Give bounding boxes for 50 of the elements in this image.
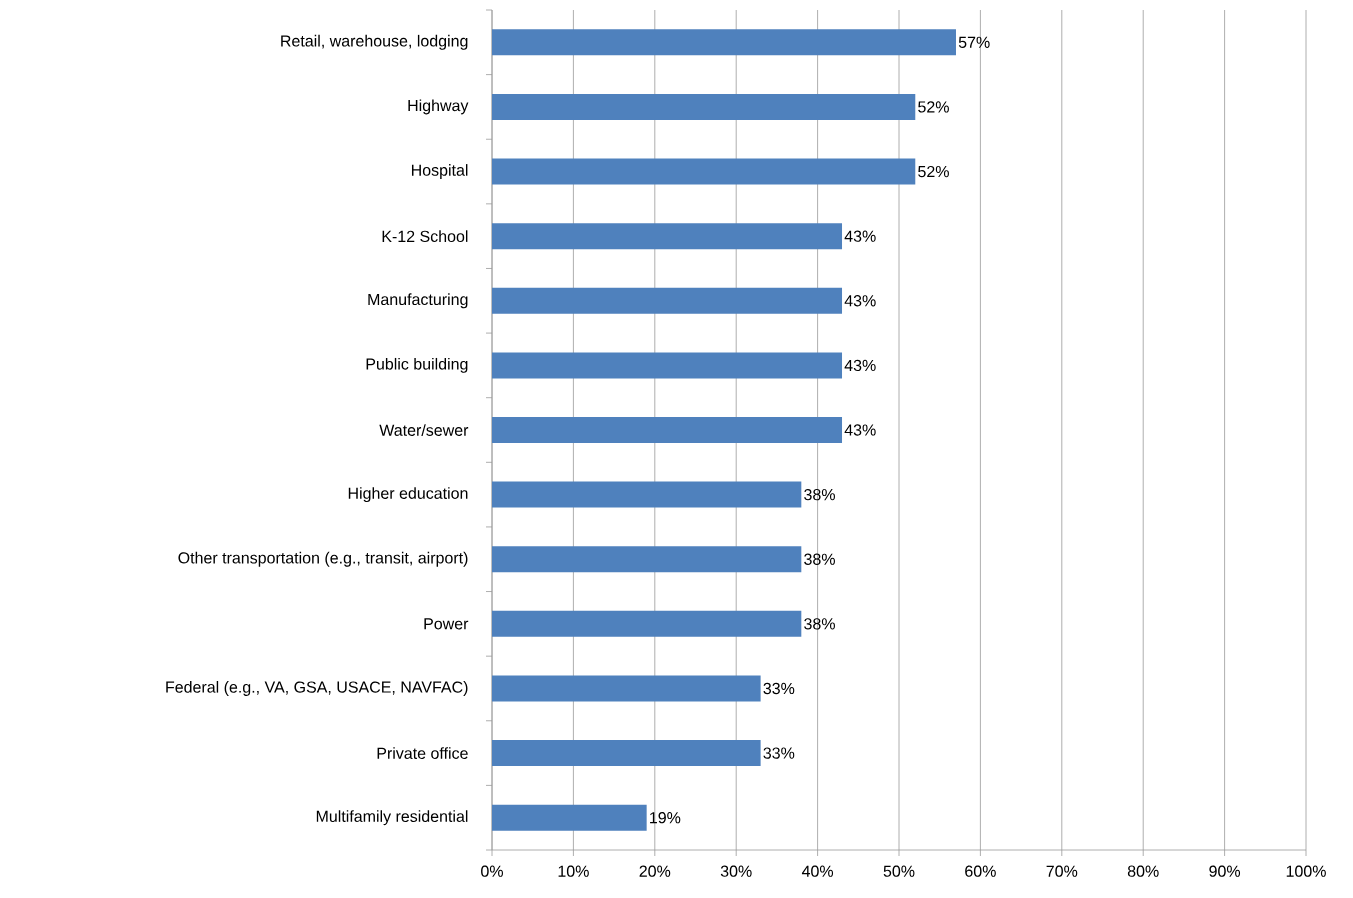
bar [492,158,916,185]
bar [492,546,802,573]
bar [492,93,916,120]
data-label: 43% [844,295,876,307]
x-tick-label: 100% [1286,865,1326,877]
y-tick-label: Hospital [411,164,468,180]
x-tick-label: 40% [801,865,834,877]
bar [492,417,843,444]
data-label: 38% [804,553,835,565]
y-tick-label: Other transportation (e.g., transit, airport) [178,551,468,567]
bar [492,29,956,56]
bar [492,610,802,637]
y-tick-label: Higher education [348,487,468,503]
data-label: 38% [804,618,835,630]
data-label: 43% [844,424,876,436]
bar [492,740,761,767]
y-tick-label: K-12 School [382,230,468,243]
data-label: 52% [918,101,949,113]
y-tick-label: Private office [377,747,468,759]
bar [492,804,647,831]
data-label: 52% [918,165,949,178]
bar [492,287,843,314]
data-label: 38% [804,488,835,501]
bar [492,352,843,379]
data-label: 43% [844,359,876,372]
data-label: 33% [763,682,795,695]
data-label: 57% [958,36,990,48]
y-tick-label: Retail, warehouse, lodging [281,34,468,50]
x-tick-label: 0% [481,865,503,877]
x-tick-label: 90% [1209,865,1241,877]
y-tick-label: Power [424,618,469,630]
bar [492,223,843,250]
data-label: 33% [763,747,795,759]
y-tick-label: Multifamily residential [316,810,468,826]
bar [492,675,761,702]
x-tick-label: 80% [1127,865,1159,877]
data-label: 19% [650,812,681,824]
y-tick-label: Water/sewer [379,424,469,436]
y-tick-label: Manufacturing [368,293,468,309]
x-tick-label: 70% [1046,865,1078,877]
y-tick-label: Federal (e.g., VA, GSA, USACE, NAVFAC) [166,681,468,696]
x-tick-label: 50% [883,865,915,877]
bar [492,481,802,508]
x-tick-label: 20% [639,865,671,877]
y-tick-label: Public building [366,357,468,373]
y-tick-label: Highway [408,99,469,115]
x-tick-label: 10% [558,865,589,877]
data-label: 43% [844,230,876,242]
x-tick-label: 30% [720,865,752,877]
x-tick-label: 60% [965,865,996,877]
